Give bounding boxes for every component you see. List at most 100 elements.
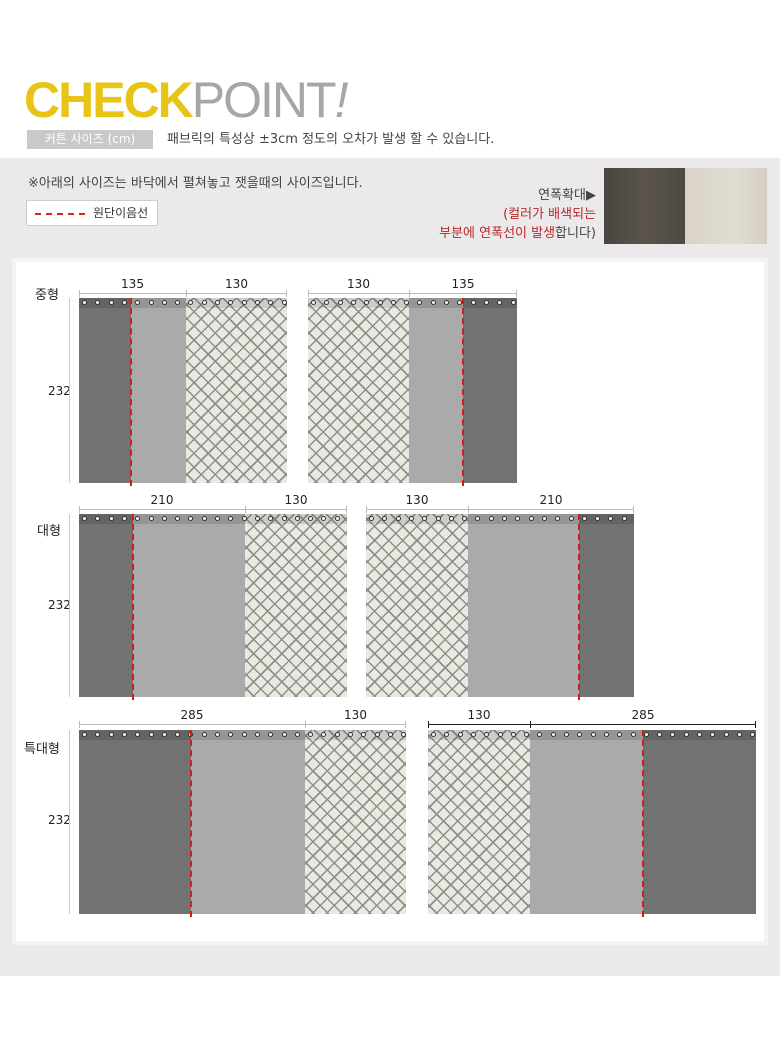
grommet-icon bbox=[348, 732, 353, 737]
grommet-icon bbox=[697, 732, 702, 737]
grommet-icon bbox=[268, 300, 274, 305]
grommet-icon bbox=[228, 300, 234, 305]
grommet-icon bbox=[95, 300, 101, 305]
grommet-icon bbox=[334, 732, 340, 737]
grommet-strip bbox=[79, 298, 287, 308]
dimension-tick bbox=[186, 290, 187, 297]
grommet-icon bbox=[121, 516, 127, 521]
grommet-strip bbox=[366, 514, 634, 524]
dimension-tick bbox=[409, 290, 410, 297]
grommet-icon bbox=[374, 732, 380, 737]
width-dimension-line bbox=[79, 293, 287, 294]
grommet-icon bbox=[135, 732, 141, 737]
grommet-icon bbox=[444, 300, 449, 305]
grommet-icon bbox=[595, 516, 601, 521]
grommet-icon bbox=[135, 300, 141, 305]
width-label: 210 bbox=[539, 493, 563, 507]
grommet-icon bbox=[161, 516, 167, 521]
grommet-icon bbox=[621, 516, 627, 521]
grommet-icon bbox=[475, 516, 481, 521]
grommet-icon bbox=[603, 732, 609, 737]
dimension-tick bbox=[286, 290, 287, 297]
zoom-desc-2: 부분에 연폭선이 발생 bbox=[439, 226, 556, 241]
logo-check: CHECK bbox=[24, 72, 194, 128]
grommet-icon bbox=[444, 732, 450, 737]
grommet-icon bbox=[268, 516, 274, 521]
dimension-tick bbox=[366, 506, 367, 513]
light-panel bbox=[133, 514, 245, 697]
curtain-right bbox=[308, 298, 517, 483]
width-label: 135 bbox=[451, 277, 475, 291]
light-panel bbox=[468, 514, 579, 697]
grommet-icon bbox=[448, 516, 454, 521]
grommet-icon bbox=[161, 300, 167, 305]
dimension-tick bbox=[530, 721, 531, 728]
pattern-panel bbox=[305, 730, 406, 914]
grommet-icon bbox=[382, 516, 388, 521]
height-dimension-line bbox=[69, 514, 70, 697]
dimension-tick bbox=[633, 506, 634, 513]
dimension-tick bbox=[79, 290, 80, 297]
dimension-tick bbox=[428, 721, 429, 728]
grommet-icon bbox=[417, 300, 423, 305]
grommet-icon bbox=[387, 732, 393, 737]
width-dimension-line bbox=[308, 293, 517, 294]
grommet-icon bbox=[435, 516, 441, 521]
width-label: 285 bbox=[180, 708, 204, 722]
grommet-icon bbox=[82, 300, 87, 305]
grommet-icon bbox=[457, 300, 463, 305]
seam-line bbox=[462, 298, 464, 486]
grommet-icon bbox=[334, 516, 340, 521]
grommet-icon bbox=[510, 300, 516, 305]
grommet-icon bbox=[294, 732, 300, 737]
grommet-icon bbox=[281, 732, 287, 737]
grommet-icon bbox=[470, 300, 476, 305]
grommet-strip bbox=[79, 514, 347, 524]
grommet-icon bbox=[555, 516, 561, 521]
grommet-icon bbox=[736, 732, 742, 737]
grommet-icon bbox=[228, 516, 234, 521]
grommet-icon bbox=[502, 516, 507, 521]
grommet-icon bbox=[175, 732, 181, 737]
width-dimension-line bbox=[428, 724, 756, 725]
grommet-icon bbox=[324, 300, 330, 305]
dark-panel bbox=[79, 298, 131, 483]
dimension-tick bbox=[245, 506, 246, 513]
legend-label: 원단이음선 bbox=[93, 206, 149, 220]
grommet-icon bbox=[121, 732, 127, 737]
pattern-panel bbox=[428, 730, 530, 914]
light-panel bbox=[409, 298, 463, 483]
grommet-icon bbox=[537, 732, 543, 737]
curtain-right bbox=[428, 730, 756, 914]
grommet-icon bbox=[308, 732, 314, 737]
size-label: 대형 bbox=[37, 524, 61, 539]
grommet-icon bbox=[268, 732, 274, 737]
seam-line bbox=[132, 514, 134, 700]
width-dimension-line bbox=[79, 724, 406, 725]
seam-line bbox=[130, 298, 132, 486]
grommet-icon bbox=[462, 516, 468, 521]
grommet-icon bbox=[241, 516, 247, 521]
zoom-label: 연폭확대▶ bbox=[538, 188, 596, 203]
seam-legend: 원단이음선 bbox=[26, 200, 158, 226]
width-label: 285 bbox=[631, 708, 655, 722]
grommet-icon bbox=[201, 300, 207, 305]
grommet-icon bbox=[148, 300, 154, 305]
light-panel bbox=[191, 730, 305, 914]
grommet-icon bbox=[401, 732, 406, 737]
grommet-icon bbox=[484, 732, 490, 737]
width-label: 130 bbox=[225, 277, 248, 291]
curtain-left bbox=[79, 514, 347, 697]
red-dash-icon bbox=[35, 213, 85, 215]
width-label: 130 bbox=[344, 708, 367, 722]
grommet-icon bbox=[254, 300, 260, 305]
grommet-icon bbox=[350, 300, 356, 305]
width-dimension-line bbox=[366, 509, 634, 510]
curtain-left bbox=[79, 730, 406, 914]
grommet-icon bbox=[311, 300, 316, 305]
zoom-desc-3: 합니다) bbox=[555, 226, 596, 241]
grommet-icon bbox=[215, 732, 220, 737]
light-panel bbox=[131, 298, 186, 483]
grommet-icon bbox=[643, 732, 649, 737]
grommet-icon bbox=[683, 732, 689, 737]
